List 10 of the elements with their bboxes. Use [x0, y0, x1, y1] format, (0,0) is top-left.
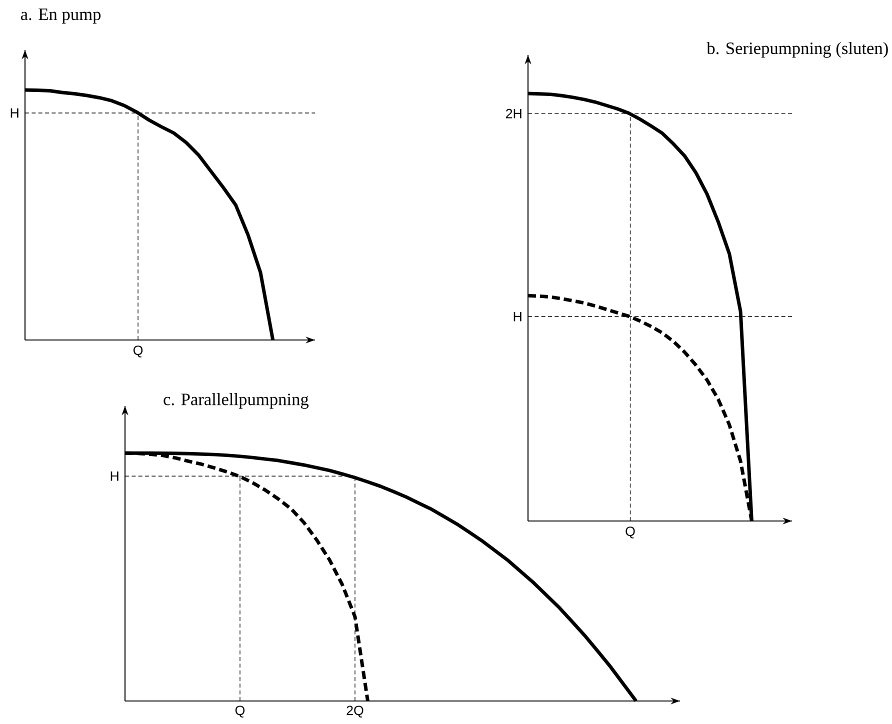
ref-line-label: H [10, 108, 18, 118]
chart-title: c. Parallellpumpning [164, 393, 309, 409]
ref-line-label: 2H [506, 108, 522, 118]
text: b. Seriepumpning (sluten) [706, 42, 888, 58]
annotation: Q [626, 526, 635, 538]
ref-line-label: H [514, 312, 522, 322]
ref-line-label: H [110, 472, 118, 481]
x-tick-label: 2Q [346, 706, 364, 718]
chart-title: a. En pump [20, 8, 101, 24]
text: Q [133, 346, 143, 358]
